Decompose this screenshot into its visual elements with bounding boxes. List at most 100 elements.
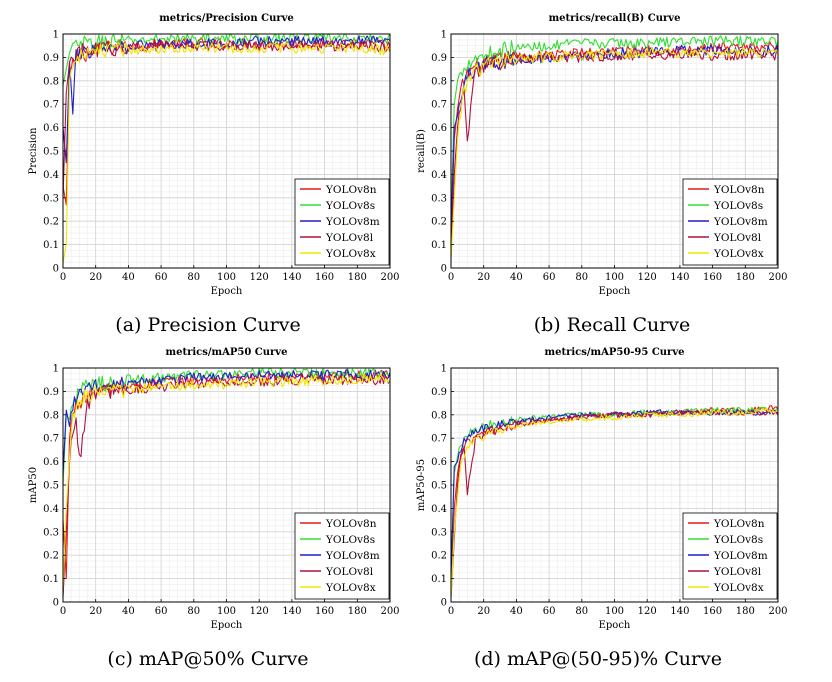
y-tick-label: 0.3 [43, 527, 59, 538]
legend-label-yolov8l: YOLOv8l [713, 566, 762, 578]
x-tick-label: 80 [575, 606, 588, 617]
y-axis-label: mAP50 [28, 467, 39, 503]
legend-label-yolov8n: YOLOv8n [325, 518, 377, 530]
x-tick-label: 20 [89, 272, 102, 283]
y-tick-label: 0.3 [431, 527, 447, 538]
legend-box [294, 178, 390, 266]
y-tick-label: 0.4 [431, 504, 447, 515]
caption-precision: (a) Precision Curve [115, 314, 301, 336]
y-tick-label: 0.3 [43, 193, 59, 204]
y-tick-label: 0.8 [431, 410, 447, 421]
y-tick-label: 0.7 [431, 100, 447, 111]
x-tick-label: 140 [282, 606, 301, 617]
y-tick-label: 0.5 [431, 147, 447, 158]
series-line-yolov8n [62, 369, 391, 580]
legend: YOLOv8n YOLOv8s YOLOv8m YOLOv8l YOLOv8x [682, 178, 778, 266]
chart-title: metrics/Precision Curve [159, 13, 294, 24]
x-tick-label: 120 [250, 272, 269, 283]
y-tick-label: 0.5 [43, 147, 59, 158]
x-tick-label: 40 [510, 606, 523, 617]
x-tick-label: 40 [122, 606, 135, 617]
legend-label-yolov8m: YOLOv8m [325, 550, 380, 562]
x-axis-label: Epoch [211, 620, 243, 631]
x-tick-label: 0 [448, 606, 454, 617]
x-tick-label: 180 [348, 272, 367, 283]
x-tick-label: 60 [155, 606, 168, 617]
y-tick-label: 0.9 [43, 53, 59, 64]
y-tick-label: 0.1 [43, 240, 59, 251]
legend-label-yolov8l: YOLOv8l [325, 232, 374, 244]
x-tick-label: 100 [605, 272, 624, 283]
series-line-yolov8s [450, 35, 779, 222]
legend-label-yolov8s: YOLOv8s [325, 200, 375, 212]
y-tick-label: 0.6 [431, 457, 447, 468]
x-tick-label: 120 [250, 606, 269, 617]
x-tick-label: 200 [380, 606, 399, 617]
chart-title: metrics/recall(B) Curve [549, 13, 681, 24]
y-tick-label: 0.1 [43, 574, 59, 585]
legend-label-yolov8x: YOLOv8x [713, 582, 764, 594]
series-line-yolov8x [450, 407, 779, 598]
x-axis-label: Epoch [599, 620, 631, 631]
x-tick-label: 160 [315, 606, 334, 617]
y-tick-label: 1 [441, 364, 447, 375]
y-tick-label: 0.8 [431, 76, 447, 87]
x-tick-label: 160 [703, 272, 722, 283]
legend-label-yolov8m: YOLOv8m [713, 550, 768, 562]
y-tick-label: 0 [441, 264, 447, 275]
y-tick-label: 0.4 [431, 170, 447, 181]
x-tick-label: 40 [510, 272, 523, 283]
x-tick-label: 180 [736, 272, 755, 283]
legend-label-yolov8m: YOLOv8m [713, 216, 768, 228]
legend-label-yolov8s: YOLOv8s [713, 534, 763, 546]
legend-label-yolov8n: YOLOv8n [713, 518, 765, 530]
x-tick-label: 0 [448, 272, 454, 283]
legend-box [682, 512, 778, 600]
caption-map50-95: (d) mAP@(50-95)% Curve [473, 648, 723, 670]
x-tick-label: 0 [60, 606, 66, 617]
caption-map50: (c) mAP@50% Curve [107, 648, 309, 670]
x-tick-label: 200 [768, 272, 787, 283]
caption-recall: (b) Recall Curve [533, 314, 691, 336]
y-tick-label: 0.6 [431, 123, 447, 134]
y-tick-label: 0.8 [43, 76, 59, 87]
legend-label-yolov8l: YOLOv8l [713, 232, 762, 244]
x-axis-label: Epoch [599, 286, 631, 297]
y-tick-label: 1 [441, 30, 447, 41]
x-axis-label: Epoch [211, 286, 243, 297]
legend-label-yolov8x: YOLOv8x [713, 248, 764, 260]
y-axis-label: Precision [28, 127, 39, 175]
x-tick-label: 180 [736, 606, 755, 617]
y-tick-label: 0.9 [431, 387, 447, 398]
y-tick-label: 0 [53, 264, 59, 275]
y-tick-label: 0.8 [43, 410, 59, 421]
x-tick-label: 20 [89, 606, 102, 617]
y-tick-label: 1 [53, 364, 59, 375]
series-line-yolov8x [62, 41, 391, 264]
series-line-yolov8x [450, 47, 779, 262]
y-tick-label: 0.5 [43, 481, 59, 492]
x-tick-label: 100 [605, 606, 624, 617]
legend-box [682, 178, 778, 266]
legend: YOLOv8n YOLOv8s YOLOv8m YOLOv8l YOLOv8x [294, 512, 390, 600]
chart-panel-3: 0 20 40 60 80 100 120 140 160 180 200 0 0.1 0.2 0.3 0.4… [28, 347, 400, 631]
y-tick-label: 0.7 [43, 434, 59, 445]
y-tick-label: 0.2 [431, 217, 447, 228]
y-tick-label: 0.6 [43, 123, 59, 134]
x-tick-label: 60 [543, 606, 556, 617]
x-tick-label: 160 [703, 606, 722, 617]
y-tick-label: 0.6 [43, 457, 59, 468]
x-tick-label: 0 [60, 272, 66, 283]
x-tick-label: 180 [348, 606, 367, 617]
y-tick-label: 0.9 [43, 387, 59, 398]
series-line-yolov8l [62, 374, 391, 598]
y-axis-label: mAP50-95 [416, 459, 427, 511]
chart-panel-2: 0 20 40 60 80 100 120 140 160 180 200 0 0.1 0.2 0.3 0.4… [416, 13, 788, 297]
x-tick-label: 200 [768, 606, 787, 617]
x-tick-label: 80 [575, 272, 588, 283]
series-line-yolov8x [62, 373, 391, 591]
legend-label-yolov8s: YOLOv8s [713, 200, 763, 212]
legend-label-yolov8l: YOLOv8l [325, 566, 374, 578]
x-tick-label: 60 [155, 272, 168, 283]
